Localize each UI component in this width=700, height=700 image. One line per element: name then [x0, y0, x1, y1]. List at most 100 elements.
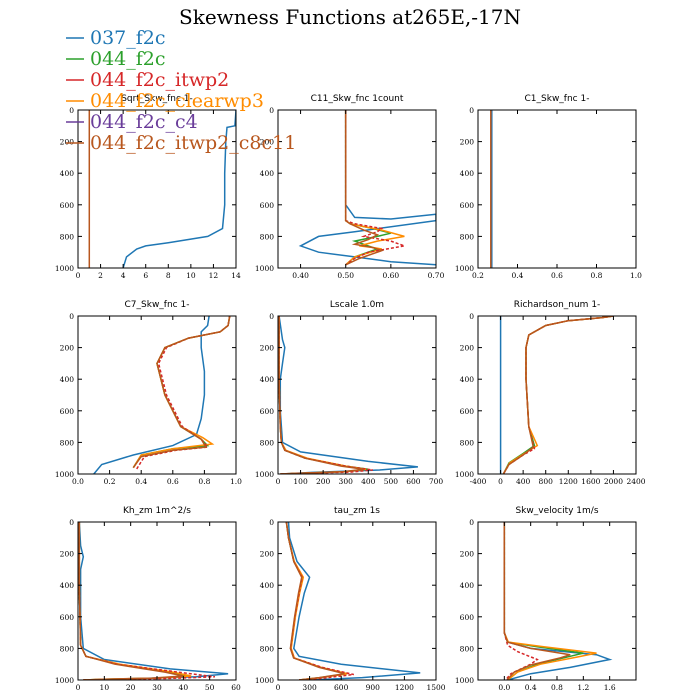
y-tick-label: 600: [60, 201, 75, 210]
figure-title: Skewness Functions at265E,-17N: [179, 5, 521, 29]
x-tick-label: 1.0: [630, 271, 642, 280]
series-line-044_f2c_itwp2: [502, 316, 614, 474]
series-line-037_f2c: [298, 110, 436, 266]
y-tick-label: 600: [260, 201, 275, 210]
y-tick-label: 200: [260, 344, 275, 353]
panel-title: C11_Skw_fnc 1count: [311, 94, 404, 104]
y-tick-label: 200: [60, 138, 75, 147]
x-tick-label: 12: [209, 271, 219, 280]
y-tick-label: 800: [260, 644, 275, 653]
x-tick-label: 200: [316, 477, 331, 486]
panel-4: C7_Skw_fnc 1- 0.0 0.2 0.4 0.6 0.8 1.0 0 200 400 60…: [55, 300, 242, 486]
x-tick-label: 60: [231, 683, 241, 692]
series-line-044_f2c_itwp2_c8c11: [503, 522, 571, 680]
x-tick-label: 0.0: [72, 477, 84, 486]
y-tick-label: 400: [60, 169, 75, 178]
y-tick-label: 800: [260, 232, 275, 241]
x-tick-label: 400: [361, 477, 376, 486]
x-tick-label: 2000: [604, 477, 623, 486]
x-tick-label: 40: [179, 683, 189, 692]
legend-label: 044_f2c_itwp2_c8c11: [90, 132, 296, 154]
series-line-044_f2c_clearwp3: [278, 316, 367, 474]
panel-series: [298, 110, 436, 266]
series-line-044_f2c_itwp2: [135, 316, 231, 470]
series-line-037_f2c: [122, 110, 236, 268]
x-tick-label: 1200: [559, 477, 578, 486]
x-tick-label: 1600: [581, 477, 600, 486]
panel-frame: [477, 315, 637, 475]
y-tick-label: 0: [269, 518, 274, 527]
y-tick-label: 1000: [255, 470, 274, 479]
y-tick-label: 0: [469, 312, 474, 321]
x-tick-label: 0: [76, 683, 81, 692]
panel-frame: [277, 109, 437, 269]
y-tick-label: 1000: [55, 676, 74, 685]
x-tick-label: 0.60: [383, 271, 400, 280]
panel-title: C1_Skw_fnc 1-: [525, 94, 590, 104]
panel-6: Richardson_num 1--400 0 400 800 1200 1600 2000…: [455, 300, 646, 486]
x-tick-label: 0.8: [551, 683, 563, 692]
series-line-037_f2c: [78, 522, 229, 680]
legend: 037_f2c044_f2c044_f2c_itwp2044_f2c_clear…: [66, 27, 296, 154]
panel-5: Lscale 1.0m 0 100 200 300 400 500 600 700 0 200 400…: [255, 300, 443, 486]
y-tick-label: 600: [60, 613, 75, 622]
x-tick-label: 30: [152, 683, 162, 692]
y-tick-label: 400: [260, 169, 275, 178]
x-tick-label: 2: [98, 271, 103, 280]
x-tick-label: 0.4: [135, 477, 147, 486]
panel-frame: [277, 521, 437, 681]
series-line-044_f2c_itwp2: [344, 110, 408, 266]
y-tick-label: 0: [269, 312, 274, 321]
panel-series: [503, 522, 613, 680]
x-tick-label: 4: [121, 271, 126, 280]
y-tick-label: 200: [260, 550, 275, 559]
x-tick-label: 300: [339, 477, 354, 486]
series-line-044_f2c_clearwp3: [285, 522, 348, 680]
panel-series: [78, 522, 229, 680]
y-tick-label: 400: [460, 169, 475, 178]
x-tick-label: 500: [384, 477, 399, 486]
series-line-044_f2c: [278, 316, 369, 474]
series-line-044_f2c_clearwp3: [78, 522, 192, 680]
y-tick-label: 800: [260, 438, 275, 447]
y-tick-label: 400: [260, 581, 275, 590]
x-tick-label: 0.2: [472, 271, 484, 280]
series-line-044_f2c: [285, 522, 347, 680]
x-tick-label: 14: [231, 271, 241, 280]
x-tick-label: 10: [186, 271, 196, 280]
x-tick-label: 0.0: [498, 683, 510, 692]
x-tick-label: 20: [126, 683, 136, 692]
x-tick-label: 0.40: [292, 271, 309, 280]
x-tick-label: 0: [76, 271, 81, 280]
legend-item: 044_f2c_clearwp3: [66, 90, 264, 112]
legend-item: 044_f2c_itwp2: [66, 69, 229, 91]
x-tick-label: 0.50: [337, 271, 354, 280]
x-tick-label: 0.70: [428, 271, 445, 280]
x-tick-label: 1.2: [577, 683, 589, 692]
series-line-044_f2c_itwp2_c8c11: [344, 110, 385, 266]
legend-item: 044_f2c: [66, 48, 166, 70]
legend-item: 044_f2c_c4: [66, 111, 198, 133]
y-tick-label: 0: [469, 518, 474, 527]
panel-3: C1_Skw_fnc 1- 0.2 0.4 0.6 0.8 1.0 0 200 400 600 80…: [455, 94, 642, 280]
y-tick-label: 0: [69, 312, 74, 321]
series-line-044_f2c_itwp2: [278, 316, 373, 474]
x-tick-label: 300: [302, 683, 317, 692]
y-tick-label: 400: [260, 375, 275, 384]
series-line-044_f2c: [78, 522, 189, 680]
x-tick-label: 1500: [426, 683, 445, 692]
panel-8: tau_zm 1s 0 300 600 900 1200 1500 0 200 400 600 800…: [255, 506, 446, 692]
series-line-044_f2c_itwp2_c8c11: [132, 316, 231, 469]
panel-title: Richardson_num 1-: [514, 300, 601, 310]
x-tick-label: 1.6: [604, 683, 616, 692]
panel-title: Sqrt_Skw_fnc 1-: [121, 94, 193, 104]
y-tick-label: 0: [69, 518, 74, 527]
legend-label: 037_f2c: [90, 27, 166, 49]
series-line-044_f2c_itwp2_c8c11: [78, 522, 184, 680]
y-tick-label: 200: [460, 344, 475, 353]
panel-frame: [477, 521, 637, 681]
series-line-037_f2c: [287, 522, 421, 680]
panel-title: tau_zm 1s: [334, 506, 380, 516]
x-tick-label: 800: [539, 477, 554, 486]
